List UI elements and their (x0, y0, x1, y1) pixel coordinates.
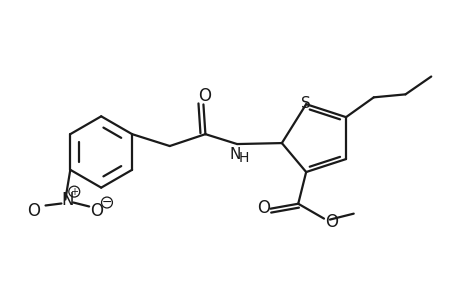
Text: −: − (101, 196, 112, 209)
Text: O: O (197, 86, 211, 104)
Text: O: O (257, 199, 269, 217)
Text: +: + (70, 187, 78, 196)
Text: O: O (27, 202, 40, 220)
Text: H: H (238, 151, 249, 165)
Text: O: O (325, 213, 338, 231)
Text: N: N (229, 148, 241, 163)
Text: N: N (61, 190, 73, 208)
Text: O: O (90, 202, 103, 220)
Text: S: S (301, 96, 310, 111)
